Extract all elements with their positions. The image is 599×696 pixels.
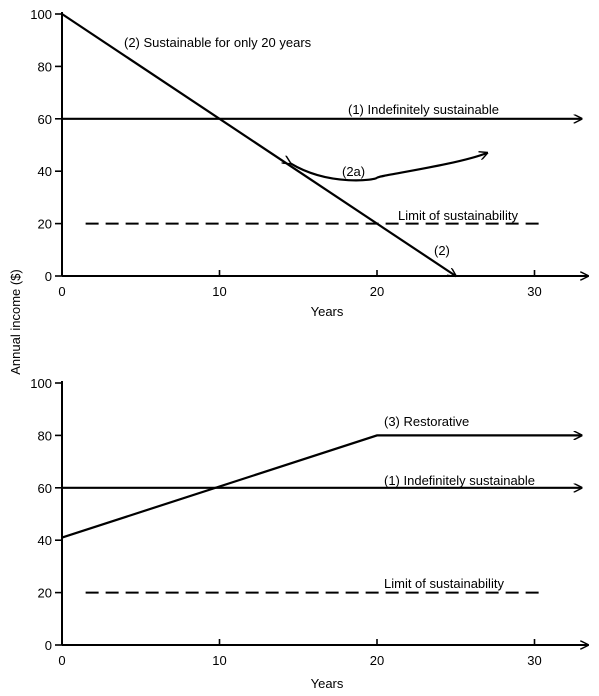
series-top-3	[290, 153, 487, 182]
y-tick-label-top: 0	[45, 269, 52, 284]
x-axis-label-top: Years	[311, 304, 344, 319]
y-tick-label-top: 60	[38, 112, 52, 127]
y-axis-label: Annual income ($)	[8, 269, 23, 375]
series-bottom-1	[61, 435, 582, 539]
y-tick-label-bottom: 40	[38, 533, 52, 548]
annotation-series-3: (3) Restorative	[384, 414, 469, 429]
x-tick-label-top: 0	[58, 284, 65, 299]
x-tick-label-top: 30	[527, 284, 541, 299]
chart-top: 0 20 40 60 80 100 0 10 20 30 Years (2) Sustainabl…	[30, 7, 588, 319]
x-tick-label-bottom: 30	[527, 653, 541, 668]
annotation-limit-top: Limit of sustainability	[398, 208, 518, 223]
y-tick-label-top: 20	[38, 217, 52, 232]
annotation-series-2: (2) Sustainable for only 20 years	[124, 35, 312, 50]
series-top-2	[61, 13, 456, 276]
y-tick-label-bottom: 20	[38, 586, 52, 601]
y-tick-label-bottom: 80	[38, 428, 52, 443]
x-tick-label-bottom: 0	[58, 653, 65, 668]
y-tick-label-top: 100	[30, 7, 52, 22]
y-tick-label-top: 40	[38, 164, 52, 179]
x-tick-label-bottom: 20	[370, 653, 384, 668]
annotation-series-2a: (2a)	[342, 164, 365, 179]
chart-bottom: 0 20 40 60 80 100 0 10 20 30 Years (3) Restorativ…	[30, 376, 588, 691]
x-tick-label-top: 20	[370, 284, 384, 299]
x-tick-label-bottom: 10	[212, 653, 226, 668]
annotation-series-1-bottom: (1) Indefinitely sustainable	[384, 473, 535, 488]
annotation-limit-bottom: Limit of sustainability	[384, 576, 504, 591]
y-tick-label-bottom: 0	[45, 638, 52, 653]
annotation-series-2-end: (2)	[434, 243, 450, 258]
x-tick-label-top: 10	[212, 284, 226, 299]
y-tick-label-bottom: 100	[30, 376, 52, 391]
y-tick-label-bottom: 60	[38, 481, 52, 496]
annotation-series-1-top: (1) Indefinitely sustainable	[348, 102, 499, 117]
y-tick-label-top: 80	[38, 59, 52, 74]
x-axis-label-bottom: Years	[311, 676, 344, 691]
